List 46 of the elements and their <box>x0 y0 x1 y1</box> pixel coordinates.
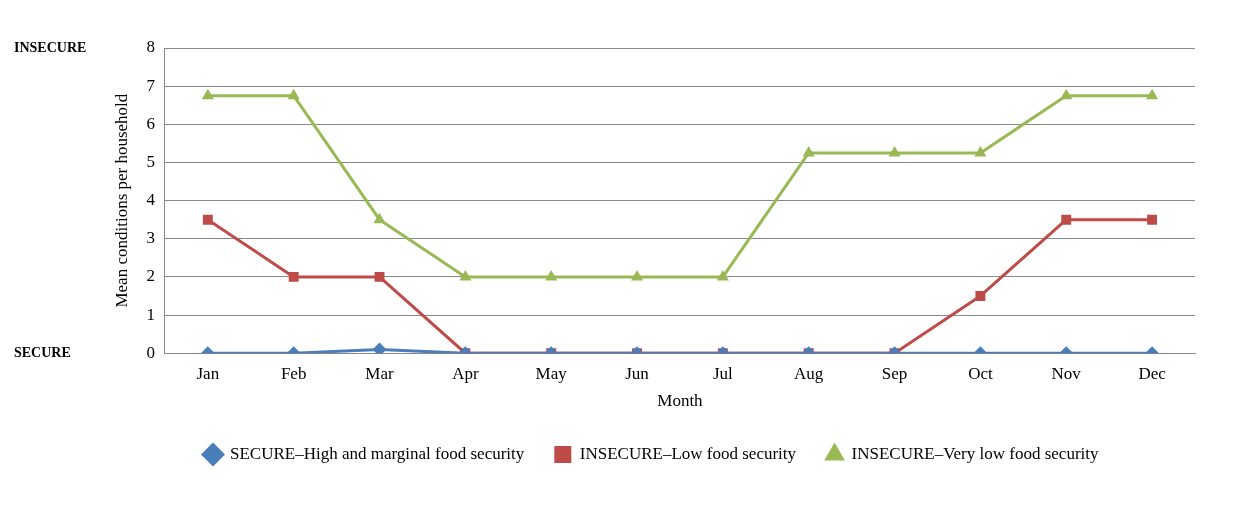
point <box>545 269 558 281</box>
x-tick-label: Sep <box>881 363 908 383</box>
point <box>459 269 472 281</box>
legend-label: INSECURE–Low food security <box>579 443 797 463</box>
x-tick-label: Apr <box>452 363 479 383</box>
x-axis-title: Month <box>657 391 704 411</box>
point <box>630 269 644 281</box>
x-tick-label: Feb <box>280 363 307 383</box>
point <box>201 88 214 100</box>
x-tick-label: Nov <box>1051 363 1082 383</box>
y-axis-title: Mean conditions per household <box>111 93 131 308</box>
point <box>716 269 729 281</box>
y-tick-label: 2 <box>146 266 155 286</box>
x-tick-label: Dec <box>1138 363 1167 383</box>
y-tick-label: 1 <box>146 304 155 324</box>
y-tick-label: 5 <box>146 151 155 171</box>
point <box>372 342 387 354</box>
y-tick-label: 8 <box>146 37 155 57</box>
point <box>288 271 299 282</box>
point <box>888 145 901 157</box>
point <box>287 88 300 100</box>
x-tick-label: Oct <box>968 363 993 383</box>
x-tick-label: May <box>535 363 568 383</box>
point <box>374 271 385 282</box>
point <box>1147 214 1158 225</box>
y-tick-label: 4 <box>146 190 156 210</box>
text: INSECURE <box>14 39 87 55</box>
y-tick-label: 0 <box>146 342 155 362</box>
x-tick-label: Jun <box>625 363 650 383</box>
point <box>373 212 386 224</box>
point <box>802 145 815 157</box>
point <box>1060 88 1073 100</box>
x-tick-label: Jul <box>712 363 734 383</box>
point <box>1061 214 1072 225</box>
y-tick-label: 6 <box>146 113 155 133</box>
x-tick-label: Mar <box>365 363 394 383</box>
x-tick-label: Jan <box>196 363 220 383</box>
text: SECURE <box>14 344 71 360</box>
point <box>974 145 987 157</box>
legend-label: INSECURE–Very low food security <box>851 443 1099 463</box>
y-tick-label: 7 <box>146 75 156 95</box>
legend-label: SECURE–High and marginal food security <box>230 443 525 463</box>
point <box>1146 88 1159 100</box>
x-tick-label: Aug <box>794 363 824 383</box>
point <box>202 214 213 225</box>
y-tick-label: 3 <box>146 228 155 248</box>
